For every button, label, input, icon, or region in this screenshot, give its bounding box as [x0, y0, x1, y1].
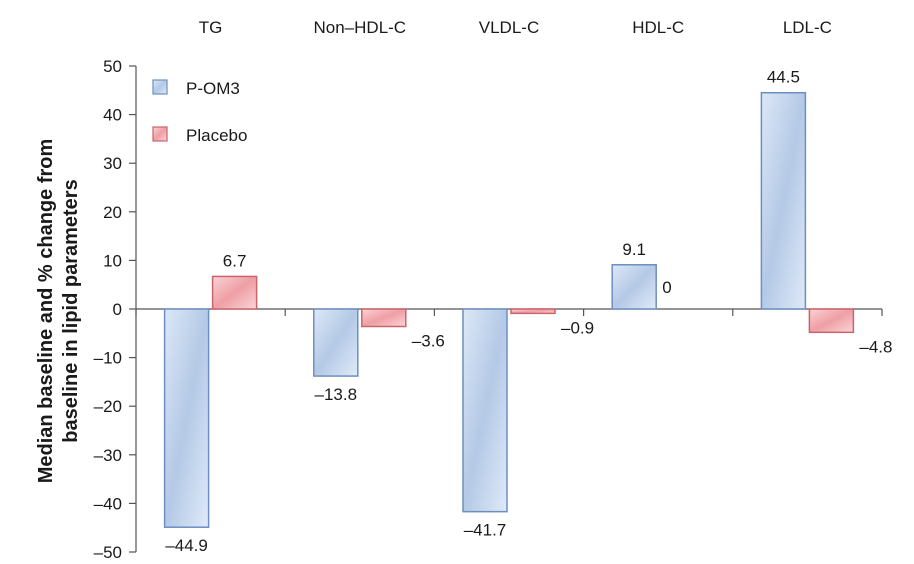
category-label: LDL-C: [783, 18, 832, 37]
bar-p-om3: [313, 308, 359, 377]
y-tick-label: 20: [103, 203, 122, 222]
category-labels: TG Non–HDL-C VLDL-C HDL-C LDL-C: [199, 18, 832, 37]
legend-label-placebo: Placebo: [186, 126, 247, 145]
y-tick-label: 10: [103, 251, 122, 270]
bar-placebo: [361, 308, 407, 328]
bars: [163, 91, 855, 528]
y-tick-label: –20: [94, 397, 122, 416]
bar-p-om3: [611, 264, 657, 310]
data-label-placebo: –0.9: [561, 318, 594, 337]
y-tick-label: –40: [94, 494, 122, 513]
data-label-placebo: 0: [662, 278, 671, 297]
category-label: Non–HDL-C: [314, 18, 407, 37]
data-label-p-om3: –13.8: [315, 385, 358, 404]
data-labels: –44.9 6.7 –13.8 –3.6 –41.7 –0.9 9.1 0 44.5 –4.8: [165, 68, 892, 555]
bar-placebo: [211, 275, 258, 310]
y-tick-label: 50: [103, 57, 122, 76]
legend-swatch-p-om3: [152, 79, 168, 95]
data-label-placebo: –4.8: [859, 337, 892, 356]
bar-placebo: [510, 308, 556, 315]
y-ticks: 50 40 30 20 10 0 –10 –20 –30 –40 –50: [94, 57, 136, 562]
y-tick-label: 40: [103, 106, 122, 125]
category-label: TG: [199, 18, 223, 37]
y-axis-title: Median baseline and % change from baseli…: [35, 139, 82, 484]
data-label-p-om3: –44.9: [165, 536, 208, 555]
data-label-p-om3: 9.1: [622, 240, 646, 259]
data-label-placebo: –3.6: [412, 331, 445, 350]
y-axis-title-line-1: Median baseline and % change from: [35, 139, 57, 484]
bar-p-om3: [462, 308, 508, 513]
bar-placebo: [808, 308, 855, 334]
bar-p-om3: [163, 308, 210, 528]
data-label-p-om3: 44.5: [767, 68, 800, 87]
legend-swatch-placebo: [152, 126, 168, 142]
data-label-placebo: 6.7: [223, 251, 247, 270]
y-tick-label: 0: [113, 300, 122, 319]
y-tick-label: –10: [94, 349, 122, 368]
data-label-p-om3: –41.7: [464, 521, 507, 540]
y-tick-label: –50: [94, 543, 122, 562]
legend: P-OM3 Placebo: [152, 79, 247, 145]
category-label: HDL-C: [632, 18, 684, 37]
y-axis-title-line-2: baseline in lipid parameters: [60, 179, 82, 442]
y-tick-label: 30: [103, 154, 122, 173]
legend-label-p-om3: P-OM3: [186, 79, 240, 98]
y-tick-label: –30: [94, 446, 122, 465]
bar-p-om3: [760, 91, 807, 310]
category-label: VLDL-C: [479, 18, 539, 37]
